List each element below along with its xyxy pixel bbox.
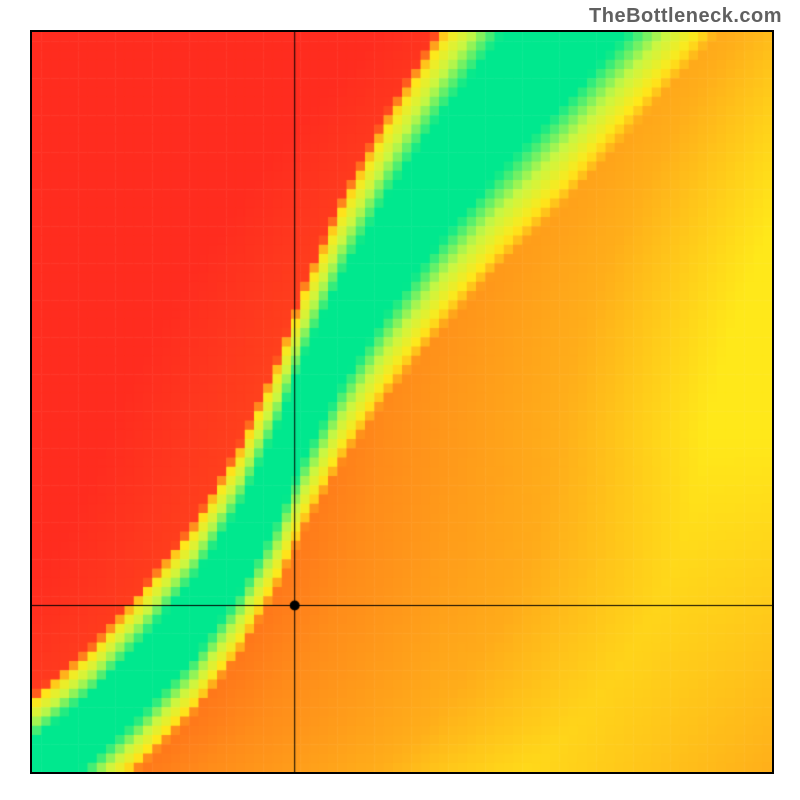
chart-container: TheBottleneck.com	[0, 0, 800, 800]
heatmap-plot	[30, 30, 774, 774]
watermark-text: TheBottleneck.com	[589, 5, 782, 28]
heatmap-canvas	[32, 32, 772, 772]
